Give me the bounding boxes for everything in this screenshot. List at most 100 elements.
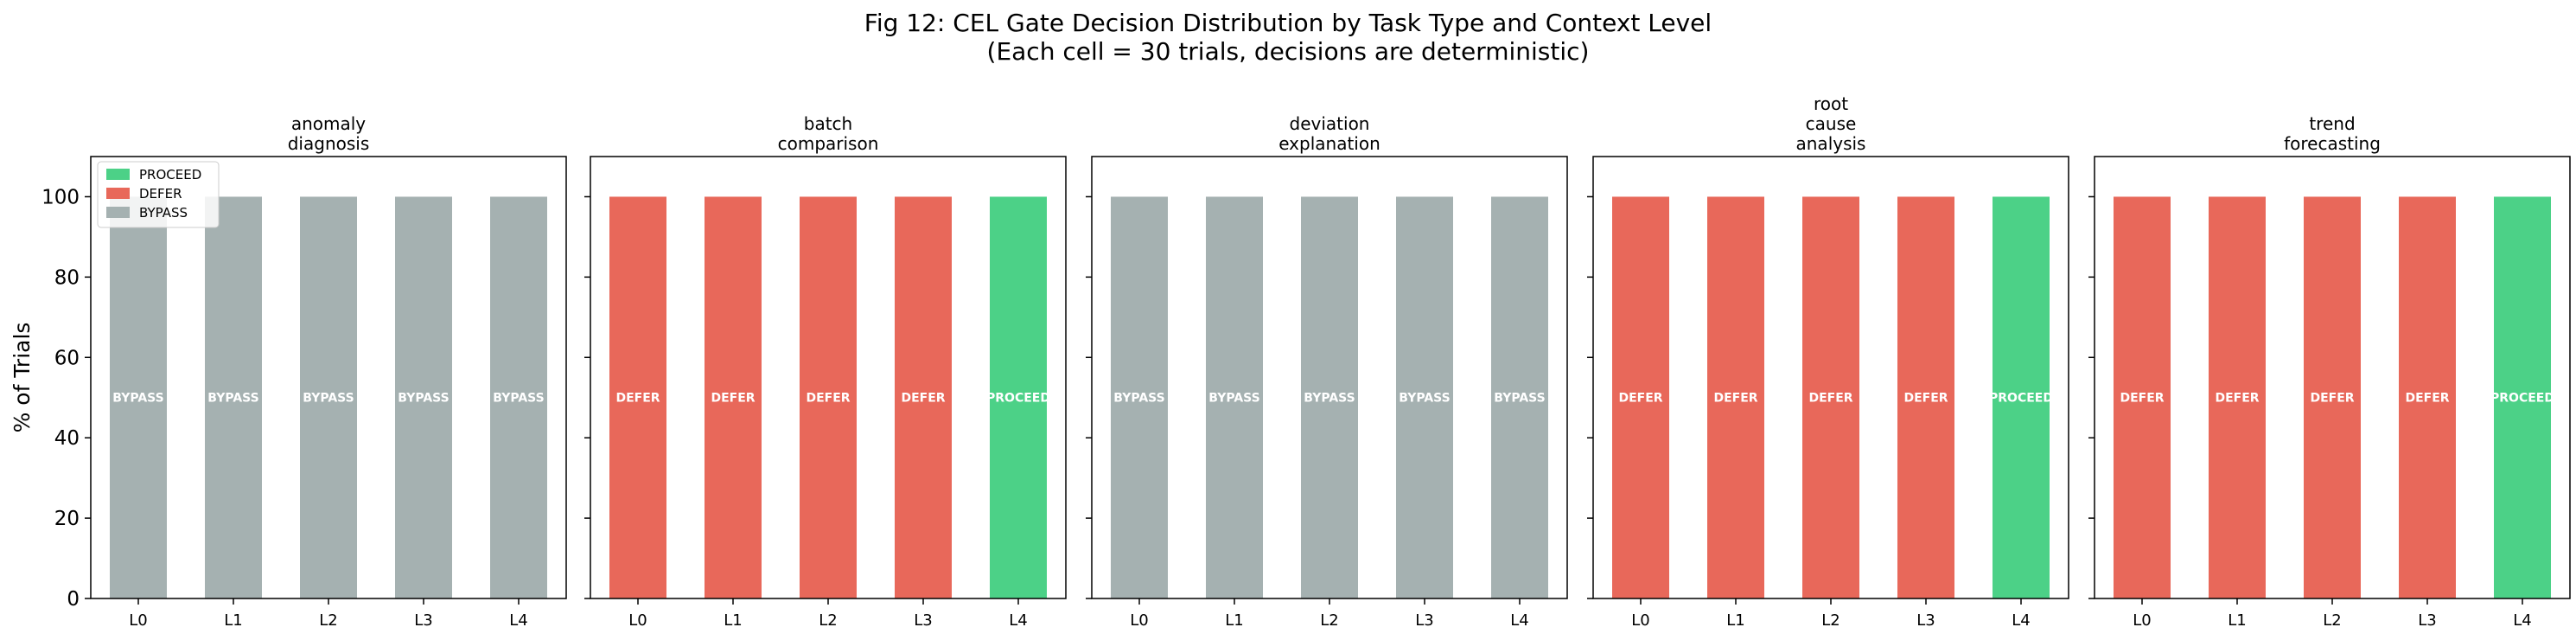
- bar: [2209, 196, 2266, 599]
- x-tick-label: L2: [2323, 611, 2341, 630]
- bar: [1206, 196, 1263, 599]
- bar-label: BYPASS: [207, 392, 258, 406]
- bar: [110, 196, 167, 599]
- bar-label: DEFER: [1808, 392, 1852, 406]
- x-tick-label: L4: [509, 611, 527, 630]
- bar: [1111, 196, 1168, 599]
- x-tick-label: L0: [129, 611, 147, 630]
- legend-swatch: [106, 169, 130, 180]
- panel-title-line: cause: [1806, 113, 1857, 134]
- panel-frame: [590, 156, 1067, 599]
- bar-label: DEFER: [711, 392, 755, 406]
- x-tick-label: L3: [1415, 611, 1433, 630]
- bar-label: BYPASS: [303, 392, 354, 406]
- bar: [1301, 196, 1358, 599]
- x-tick-label: L4: [1009, 611, 1027, 630]
- bar: [1993, 196, 2050, 599]
- legend-label: DEFER: [139, 186, 182, 202]
- legend: PROCEED DEFER BYPASS: [97, 161, 220, 228]
- panel-frame: [90, 156, 567, 599]
- bar-label: DEFER: [2405, 392, 2449, 406]
- x-tick-label: L0: [628, 611, 647, 630]
- bar: [1396, 196, 1453, 599]
- x-tick-label: L2: [1320, 611, 1338, 630]
- bar-label: DEFER: [1903, 392, 1948, 406]
- panel-title-line: deviation: [1290, 113, 1370, 134]
- x-tick-label: L1: [224, 611, 242, 630]
- figure-title-line-1: Fig 12: CEL Gate Decision Distribution b…: [864, 9, 1712, 37]
- x-tick-label: L4: [1510, 611, 1528, 630]
- legend-swatch: [106, 207, 130, 218]
- bar: [2494, 196, 2551, 599]
- bar: [205, 196, 262, 599]
- bar: [1707, 196, 1764, 599]
- bar: [395, 196, 452, 599]
- bar: [1612, 196, 1669, 599]
- bar-label: BYPASS: [1304, 392, 1355, 406]
- panel-title-line: root: [1814, 93, 1848, 114]
- bar-label: BYPASS: [398, 392, 449, 406]
- x-tick-label: L1: [2228, 611, 2246, 630]
- panel-frame: [1592, 156, 2069, 599]
- bar-label: BYPASS: [493, 392, 544, 406]
- figure-title: Fig 12: CEL Gate Decision Distribution b…: [0, 9, 2576, 66]
- panel-title-line: comparison: [778, 133, 879, 154]
- x-tick-label: L0: [2133, 611, 2151, 630]
- panel-frame: [2094, 156, 2571, 599]
- y-axis-label: % of Trials: [10, 323, 35, 433]
- legend-label: PROCEED: [139, 167, 201, 182]
- bar: [300, 196, 357, 599]
- bar: [705, 196, 762, 599]
- bar-label: BYPASS: [1494, 392, 1545, 406]
- figure-title-line-2: (Each cell = 30 trials, decisions are de…: [986, 37, 1590, 66]
- bar-label: PROCEED: [1989, 392, 2053, 406]
- panel-title-line: analysis: [1796, 133, 1866, 154]
- y-tick-label: 80: [54, 266, 80, 289]
- y-tick-label: 40: [54, 427, 80, 450]
- x-tick-label: L4: [2012, 611, 2030, 630]
- x-tick-label: L2: [1821, 611, 1840, 630]
- bar-label: PROCEED: [2490, 392, 2554, 406]
- x-tick-label: L3: [414, 611, 432, 630]
- panel-title-line: anomaly: [291, 113, 366, 134]
- bar: [609, 196, 666, 599]
- x-tick-label: L3: [1916, 611, 1935, 630]
- x-tick-label: L0: [1130, 611, 1148, 630]
- legend-swatch: [106, 188, 130, 199]
- bar: [2114, 196, 2171, 599]
- bar-label: DEFER: [901, 392, 945, 406]
- bar-label: DEFER: [1618, 392, 1662, 406]
- panel-title-line: explanation: [1278, 133, 1380, 154]
- bar-label: BYPASS: [112, 392, 163, 406]
- x-tick-label: L3: [2418, 611, 2436, 630]
- x-tick-label: L1: [1726, 611, 1744, 630]
- bar: [490, 196, 547, 599]
- x-tick-label: L4: [2513, 611, 2531, 630]
- legend-label: BYPASS: [139, 205, 188, 221]
- bar-label: DEFER: [615, 392, 660, 406]
- bar: [895, 196, 952, 599]
- bar-label: DEFER: [806, 392, 850, 406]
- bar: [1897, 196, 1954, 599]
- bar-label: BYPASS: [1113, 392, 1164, 406]
- bar: [2304, 196, 2361, 599]
- bar-label: BYPASS: [1208, 392, 1259, 406]
- bar-label: DEFER: [2215, 392, 2259, 406]
- bar: [2399, 196, 2456, 599]
- panel-frame: [1091, 156, 1568, 599]
- x-tick-label: L2: [819, 611, 837, 630]
- bar-label: PROCEED: [986, 392, 1050, 406]
- panel-title-line: diagnosis: [288, 133, 370, 154]
- y-tick-label: 0: [67, 588, 80, 611]
- bar: [1491, 196, 1548, 599]
- bar-label: DEFER: [2120, 392, 2164, 406]
- bar: [800, 196, 857, 599]
- panel-title-line: trend: [2309, 113, 2355, 134]
- x-tick-label: L0: [1631, 611, 1649, 630]
